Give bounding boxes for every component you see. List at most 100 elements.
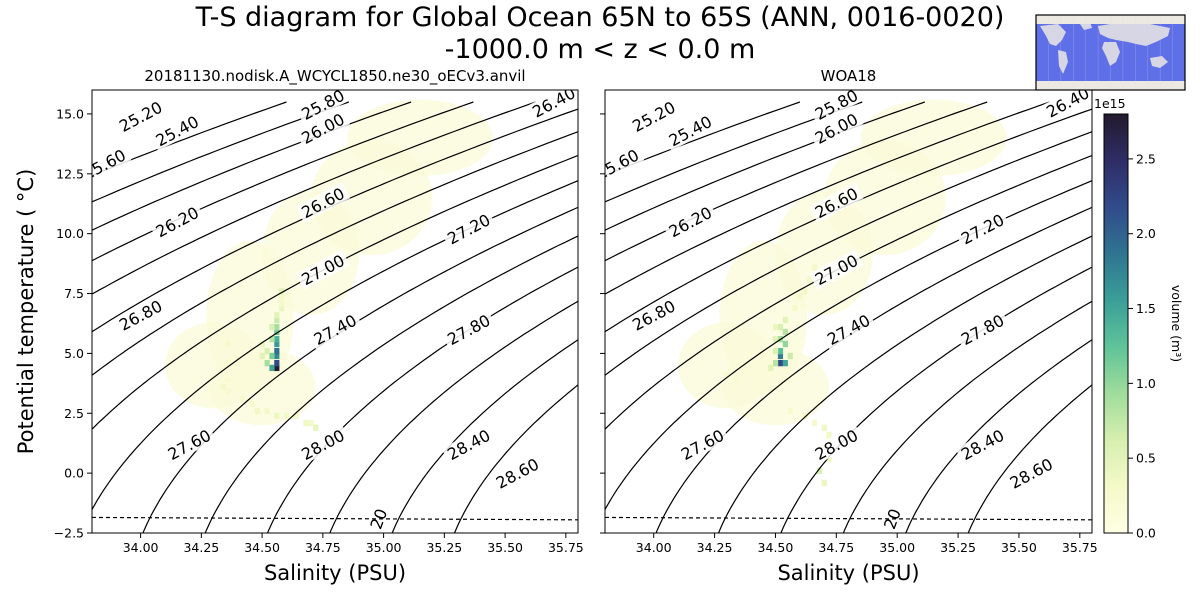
heatmap-cell: [734, 376, 740, 384]
contour-label: 25.60: [593, 146, 642, 184]
y-tick-label: 2.5: [64, 406, 84, 421]
contour-label-bg: [663, 201, 718, 242]
heatmap-cell: [279, 300, 285, 307]
heatmap-cell: [308, 419, 314, 427]
heatmap-cell: [264, 348, 270, 355]
x-tick-label: 34.50: [758, 540, 794, 555]
density-contour: [453, 384, 578, 533]
x-tick-label: 35.25: [426, 540, 462, 555]
contour-label-bg: [295, 108, 351, 149]
heatmap-cell: [787, 407, 793, 415]
heatmap-cell: [274, 359, 280, 367]
contour-label: 25.40: [666, 112, 715, 150]
heatmap-cell: [283, 412, 290, 419]
density-contour: [92, 101, 474, 262]
x-axis-label: Salinity (PSU): [264, 561, 406, 585]
plot-frame: [604, 89, 1093, 534]
density-contour: [605, 131, 1092, 377]
y-tick-label: 0.0: [64, 466, 84, 481]
inset-landmass: [1080, 22, 1092, 30]
colorbar-tick-label: 1.0: [1136, 376, 1156, 391]
contour-label-bg: [626, 294, 681, 336]
heatmap-cell: [782, 340, 788, 348]
freezing-line: [605, 516, 1092, 521]
contour-label-bg: [441, 309, 496, 350]
contour-label: 26.20: [666, 203, 715, 241]
colorbar-gradient: [1103, 113, 1129, 534]
x-tick-label: 34.00: [636, 540, 672, 555]
heatmap-cell: [724, 371, 730, 379]
heatmap-cell: [782, 359, 788, 367]
inset-landmass: [1102, 42, 1120, 66]
heatmap-cell: [269, 364, 275, 372]
heatmap-cell: [264, 359, 270, 367]
density-contour: [204, 235, 578, 533]
contour-label: 27.80: [958, 311, 1007, 349]
colorbar-label: volume (m³): [1169, 285, 1184, 362]
contour-label-bg: [92, 144, 132, 185]
inset-landmass: [1040, 24, 1066, 46]
contour-label-bg: [113, 294, 168, 336]
density-contour: [605, 101, 925, 231]
colorbar-tick-label: 0.5: [1136, 451, 1156, 466]
contour-label: 27.40: [824, 311, 873, 349]
y-tick-label: 15.0: [56, 106, 84, 121]
panel-title-obs: WOA18: [820, 67, 877, 85]
heatmap-cell: [821, 479, 827, 487]
heatmap-cell: [773, 359, 779, 367]
heatmap-cell: [787, 352, 793, 360]
density-contour: [92, 101, 412, 231]
contour-label-bg: [441, 208, 496, 250]
density-contour: [717, 235, 1092, 533]
contour-label-bg: [809, 249, 864, 290]
inset-landmass: [1058, 50, 1068, 74]
heatmap-cell: [269, 336, 275, 343]
heatmap-cell: [274, 348, 280, 355]
heatmap-cell: [782, 328, 788, 336]
colorbar-offset-label: 1e15: [1094, 96, 1126, 111]
heatmap-cell: [826, 431, 832, 439]
contour-label-bg: [113, 96, 168, 137]
heatmap-cell: [773, 336, 779, 343]
heatmap-cell: [259, 352, 265, 360]
volume-haze: [678, 322, 776, 409]
y-tick-label: 10.0: [56, 226, 84, 241]
y-tick-label: −2.5: [54, 526, 84, 541]
inset-frame: [1035, 14, 1186, 91]
contour-label-bg: [605, 144, 645, 185]
heatmap-cell: [274, 316, 280, 324]
heatmap-cell: [811, 419, 818, 427]
inset-landmass: [1150, 56, 1168, 68]
heatmap-cell: [816, 467, 823, 475]
contour-label-bg: [821, 309, 876, 350]
x-tick-label: 34.75: [818, 540, 854, 555]
x-tick-label: 35.50: [1001, 540, 1037, 555]
heatmap-cell: [225, 340, 231, 348]
plot-frame: [91, 89, 579, 534]
heatmap-cell: [797, 292, 803, 300]
inset-map: [1035, 14, 1186, 91]
density-contour: [92, 180, 578, 511]
density-contour: [605, 180, 1092, 511]
contour-label-bg: [809, 90, 864, 125]
contour-label: 28.40: [958, 426, 1007, 464]
figure-title-line2: -1000.0 m < z < 0.0 m: [444, 34, 756, 65]
heatmap-cell: [274, 324, 280, 331]
contour-label-bg: [1003, 452, 1059, 494]
density-contour: [605, 101, 863, 203]
contour-label: 25.40: [153, 112, 202, 150]
colorbar-tick-label: 2.0: [1136, 226, 1156, 241]
density-contour: [605, 154, 1092, 430]
contour-label-bg: [295, 424, 351, 465]
contour-label: 27.40: [311, 311, 360, 349]
contour-label-bg: [526, 90, 578, 123]
contour-label-bg: [441, 424, 496, 465]
colorbar-tick-label: 2.5: [1136, 151, 1156, 166]
x-tick-label: 35.75: [548, 540, 584, 555]
contour-label-bg: [1040, 90, 1092, 123]
heatmap-cell: [802, 412, 808, 419]
density-contour: [842, 300, 1092, 533]
contour-label-bg: [162, 424, 217, 465]
contour-label-bg: [663, 110, 718, 151]
x-tick-label: 34.25: [697, 540, 733, 555]
